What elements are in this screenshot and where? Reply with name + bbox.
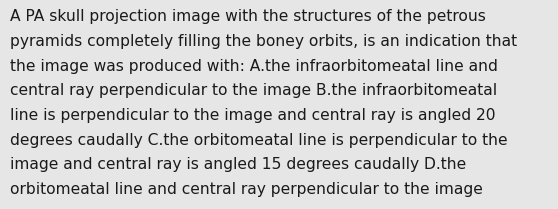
Text: pyramids completely filling the boney orbits, is an indication that: pyramids completely filling the boney or… <box>10 34 517 49</box>
Text: the image was produced with: A.the infraorbitomeatal line and: the image was produced with: A.the infra… <box>10 59 498 74</box>
Text: line is perpendicular to the image and central ray is angled 20: line is perpendicular to the image and c… <box>10 108 496 123</box>
Text: A PA skull projection image with the structures of the petrous: A PA skull projection image with the str… <box>10 9 486 24</box>
Text: image and central ray is angled 15 degrees caudally D.the: image and central ray is angled 15 degre… <box>10 157 466 172</box>
Text: orbitomeatal line and central ray perpendicular to the image: orbitomeatal line and central ray perpen… <box>10 182 483 197</box>
Text: degrees caudally C.the orbitomeatal line is perpendicular to the: degrees caudally C.the orbitomeatal line… <box>10 133 508 148</box>
Text: central ray perpendicular to the image B.the infraorbitomeatal: central ray perpendicular to the image B… <box>10 83 497 98</box>
